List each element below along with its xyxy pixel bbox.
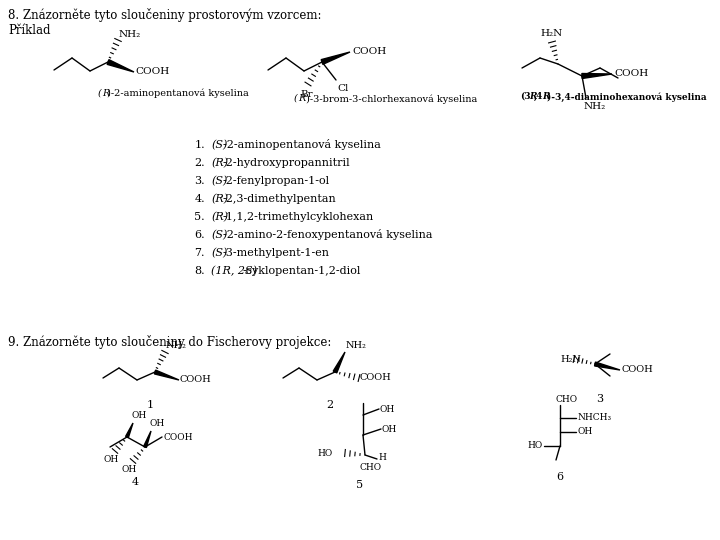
Text: R: R bbox=[529, 92, 536, 101]
Text: (S): (S) bbox=[211, 248, 228, 258]
Text: COOH: COOH bbox=[360, 374, 392, 382]
Text: NHCH₃: NHCH₃ bbox=[577, 414, 611, 422]
Text: 2.: 2. bbox=[194, 158, 205, 168]
Polygon shape bbox=[154, 370, 179, 380]
Text: NH₂: NH₂ bbox=[346, 341, 367, 350]
Text: H: H bbox=[378, 454, 386, 462]
Text: Příklad: Příklad bbox=[8, 24, 50, 37]
Text: (3: (3 bbox=[520, 92, 531, 101]
Text: (: ( bbox=[294, 94, 298, 103]
Text: 5.: 5. bbox=[194, 212, 205, 222]
Text: HO: HO bbox=[318, 449, 333, 457]
Text: COOH: COOH bbox=[622, 366, 654, 375]
Text: OH: OH bbox=[121, 465, 136, 474]
Text: CHO: CHO bbox=[556, 395, 578, 404]
Text: -2-hydroxypropannitril: -2-hydroxypropannitril bbox=[223, 158, 351, 168]
Text: -cyklopentan-1,2-diol: -cyklopentan-1,2-diol bbox=[243, 266, 361, 276]
Text: -2-fenylpropan-1-ol: -2-fenylpropan-1-ol bbox=[223, 176, 330, 186]
Text: HO: HO bbox=[528, 442, 543, 450]
Text: 6.: 6. bbox=[194, 230, 205, 240]
Polygon shape bbox=[595, 362, 620, 370]
Text: CHO: CHO bbox=[359, 463, 381, 472]
Polygon shape bbox=[333, 352, 345, 373]
Text: NH₂: NH₂ bbox=[166, 341, 187, 350]
Text: OH: OH bbox=[131, 411, 146, 420]
Polygon shape bbox=[143, 431, 151, 448]
Text: -1,1,2-trimethylcyklohexan: -1,1,2-trimethylcyklohexan bbox=[223, 212, 374, 222]
Text: -3-methylpent-1-en: -3-methylpent-1-en bbox=[223, 248, 330, 258]
Text: (R): (R) bbox=[211, 194, 228, 204]
Text: COOH: COOH bbox=[163, 433, 192, 442]
Text: 4: 4 bbox=[132, 477, 138, 487]
Polygon shape bbox=[107, 59, 134, 72]
Text: COOH: COOH bbox=[135, 68, 169, 77]
Text: (S): (S) bbox=[211, 176, 228, 186]
Text: H₂N: H₂N bbox=[540, 29, 562, 38]
Text: OH: OH bbox=[382, 424, 397, 434]
Polygon shape bbox=[125, 423, 133, 437]
Text: COOH: COOH bbox=[614, 70, 648, 78]
Text: 3.: 3. bbox=[194, 176, 205, 186]
Text: -2,3-dimethylpentan: -2,3-dimethylpentan bbox=[223, 194, 337, 204]
Text: COOH: COOH bbox=[352, 48, 386, 57]
Text: (R): (R) bbox=[211, 212, 228, 222]
Text: ’)-3-brom-3-chlorhexanová kyselina: ’)-3-brom-3-chlorhexanová kyselina bbox=[303, 94, 477, 104]
Text: OH: OH bbox=[577, 428, 593, 436]
Text: Br: Br bbox=[300, 90, 312, 99]
Polygon shape bbox=[321, 52, 350, 64]
Text: (R): (R) bbox=[211, 158, 228, 168]
Text: -2-aminopentanová kyselina: -2-aminopentanová kyselina bbox=[223, 139, 381, 151]
Text: 9. Znázorněte tyto sloučeniny do Fischerovy projekce:: 9. Znázorněte tyto sloučeniny do Fischer… bbox=[8, 335, 331, 349]
Text: OH: OH bbox=[149, 419, 164, 428]
Text: -2-amino-2-fenoxypentanová kyselina: -2-amino-2-fenoxypentanová kyselina bbox=[223, 230, 433, 240]
Text: 8. Znázorněte tyto sloučeniny prostorovým vzorcem:: 8. Znázorněte tyto sloučeniny prostorový… bbox=[8, 8, 322, 22]
Text: OH: OH bbox=[380, 404, 395, 414]
Text: (S): (S) bbox=[211, 140, 228, 150]
Text: (: ( bbox=[98, 89, 102, 98]
Text: COOH: COOH bbox=[180, 375, 212, 384]
Text: 3: 3 bbox=[596, 394, 603, 404]
Text: (S): (S) bbox=[211, 230, 228, 240]
Text: R: R bbox=[298, 94, 305, 103]
Text: 7.: 7. bbox=[194, 248, 205, 258]
Text: ,4: ,4 bbox=[534, 92, 544, 101]
Text: R: R bbox=[102, 89, 109, 98]
Text: Cl: Cl bbox=[337, 84, 348, 93]
Text: OH: OH bbox=[103, 455, 118, 464]
Text: 6: 6 bbox=[557, 472, 564, 482]
Polygon shape bbox=[582, 73, 612, 78]
Text: 8.: 8. bbox=[194, 266, 205, 276]
Text: )-2-aminopentanová kyselina: )-2-aminopentanová kyselina bbox=[107, 89, 248, 98]
Text: NH₂: NH₂ bbox=[119, 30, 141, 39]
Text: 5: 5 bbox=[356, 480, 364, 490]
Text: 4.: 4. bbox=[194, 194, 205, 204]
Text: )-3,4-diaminohexanová kyselina: )-3,4-diaminohexanová kyselina bbox=[547, 92, 706, 102]
Text: R: R bbox=[542, 92, 549, 101]
Text: 2: 2 bbox=[326, 400, 333, 410]
Text: (1R, 2S): (1R, 2S) bbox=[211, 266, 257, 276]
Text: H₂N: H₂N bbox=[560, 354, 581, 363]
Text: 1: 1 bbox=[146, 400, 153, 410]
Text: 1.: 1. bbox=[194, 140, 205, 150]
Text: NH₂: NH₂ bbox=[584, 102, 606, 111]
